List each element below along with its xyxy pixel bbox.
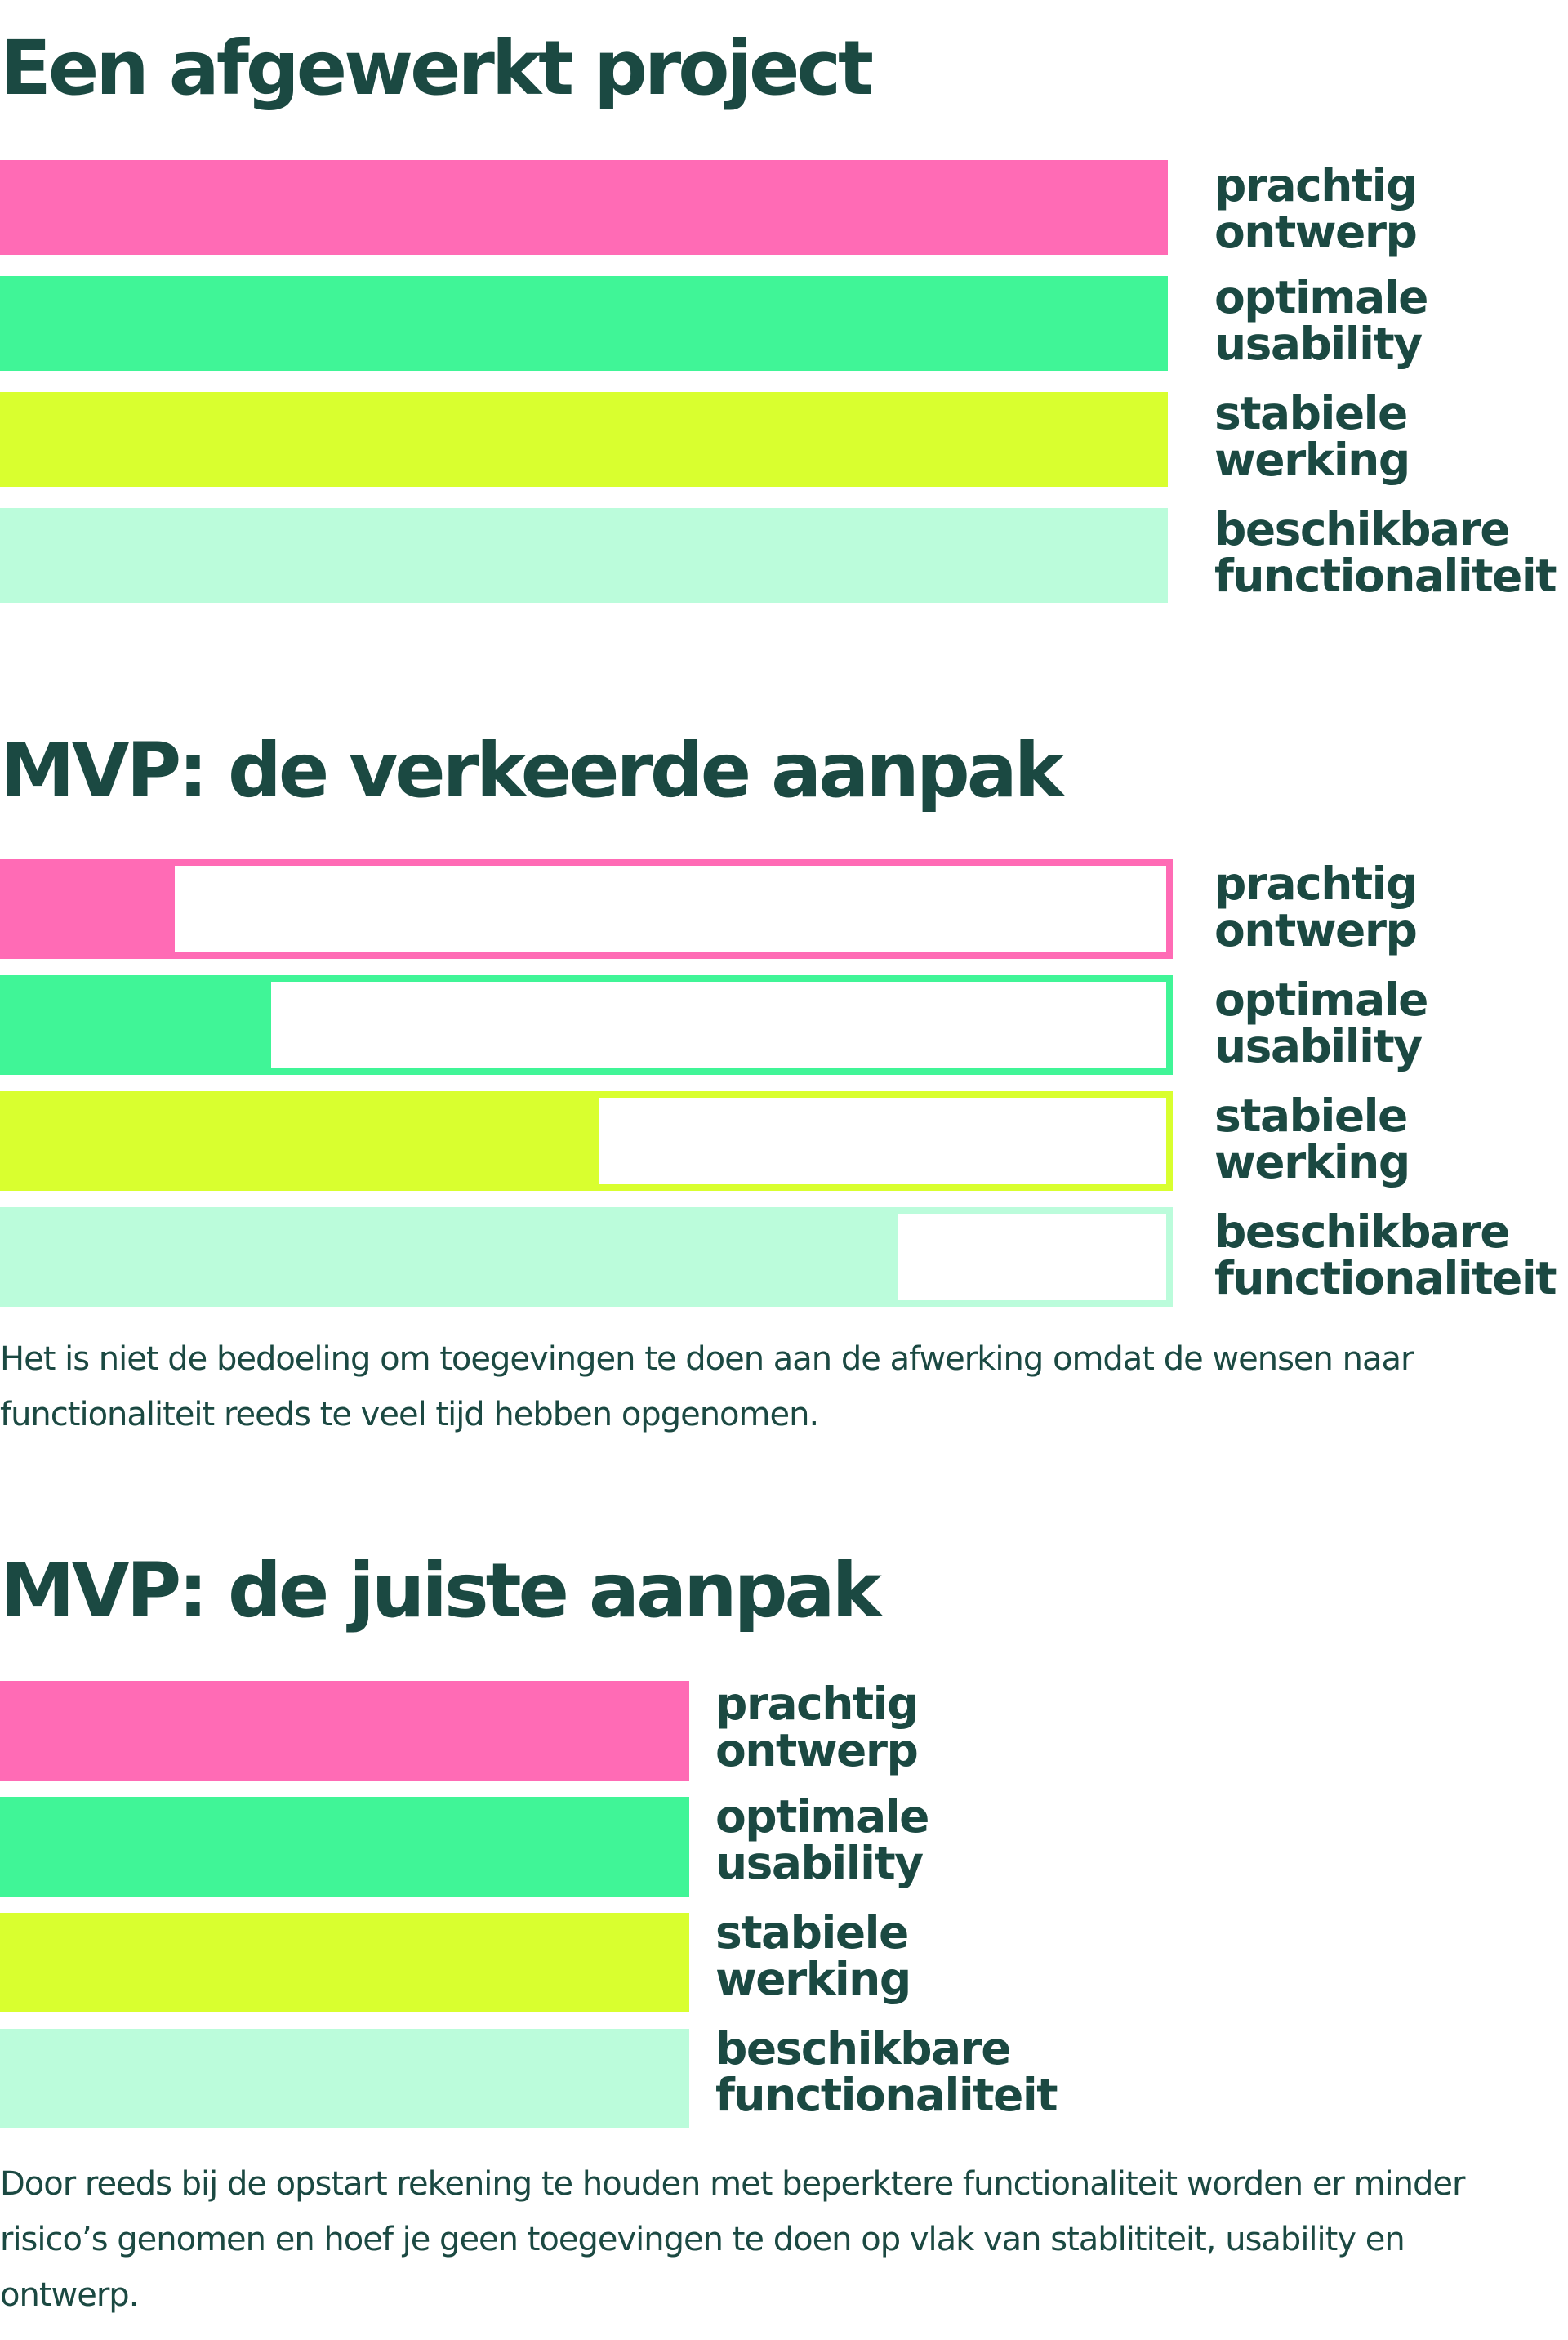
- bar-label-line: functionaliteit: [715, 2069, 1058, 2121]
- bar-label-usability: optimale usability: [1214, 977, 1428, 1070]
- bar-label-functionality: beschikbare functionaliteit: [715, 2022, 1058, 2121]
- bar-usability: [0, 1797, 689, 1897]
- bar-functionality: [0, 2029, 689, 2128]
- bar-fill: [7, 1098, 599, 1184]
- bar-label-line: beschikbare: [1214, 1206, 1511, 1258]
- bar-usability-outlined: [0, 975, 1173, 1075]
- bar-label-usability: optimale usability: [1214, 274, 1428, 368]
- bar-label-design: prachtig ontwerp: [715, 1678, 919, 1776]
- bar-fill: [7, 982, 271, 1068]
- bar-label-line: stabiele: [1214, 1090, 1408, 1142]
- bar-label-line: ontwerp: [715, 1724, 919, 1776]
- bar-label-line: ontwerp: [1214, 206, 1418, 258]
- bar-label-line: prachtig: [715, 1678, 919, 1730]
- bar-label-line: werking: [1214, 434, 1410, 486]
- bar-label-line: functionaliteit: [1214, 550, 1557, 602]
- bar-label-line: optimale: [1214, 271, 1428, 323]
- bar-label-line: usability: [715, 1837, 924, 1889]
- bar-label-line: ontwerp: [1214, 904, 1418, 956]
- bar-functionality-outlined: [0, 1207, 1173, 1307]
- bar-functionality: [0, 508, 1168, 603]
- bar-label-line: werking: [715, 1953, 911, 2005]
- bar-fill: [7, 1214, 898, 1300]
- bar-label-line: werking: [1214, 1136, 1410, 1188]
- bar-label-line: prachtig: [1214, 858, 1418, 910]
- bar-stability: [0, 1913, 689, 2012]
- section-title-wrong-approach: MVP: de verkeerde aanpak: [0, 727, 1064, 814]
- bar-label-line: usability: [1214, 1020, 1423, 1072]
- bar-label-stability: stabiele werking: [715, 1910, 911, 2003]
- bar-label-line: functionaliteit: [1214, 1252, 1557, 1304]
- bar-stability: [0, 392, 1168, 487]
- bar-label-functionality: beschikbare functionaliteit: [1214, 503, 1557, 602]
- bar-label-line: optimale: [715, 1790, 929, 1843]
- bar-label-line: beschikbare: [1214, 503, 1511, 555]
- section-title-finished-project: Een afgewerkt project: [0, 25, 874, 112]
- bar-label-functionality: beschikbare functionaliteit: [1214, 1206, 1557, 1304]
- bar-fill: [7, 866, 175, 952]
- bar-label-line: beschikbare: [715, 2022, 1012, 2075]
- bar-label-stability: stabiele werking: [1214, 1093, 1410, 1186]
- explanation-text: Het is niet de bedoeling om toegevingen …: [0, 1340, 1414, 1433]
- bar-label-line: usability: [1214, 318, 1423, 370]
- section-title-right-approach: MVP: de juiste aanpak: [0, 1547, 882, 1634]
- bar-stability-outlined: [0, 1091, 1173, 1191]
- bar-usability: [0, 276, 1168, 371]
- bar-label-line: stabiele: [1214, 387, 1408, 439]
- bar-label-usability: optimale usability: [715, 1794, 929, 1887]
- bar-label-line: prachtig: [1214, 159, 1418, 212]
- bar-design: [0, 1681, 689, 1781]
- bar-label-design: prachtig ontwerp: [1214, 858, 1418, 956]
- bar-label-stability: stabiele werking: [1214, 390, 1410, 484]
- bar-design-outlined: [0, 859, 1173, 959]
- bar-label-line: stabiele: [715, 1906, 909, 1959]
- conclusion-text: Door reeds bij de opstart rekening te ho…: [0, 2165, 1465, 2314]
- bar-design: [0, 160, 1168, 255]
- bar-label-design: prachtig ontwerp: [1214, 159, 1418, 258]
- bar-label-line: optimale: [1214, 974, 1428, 1026]
